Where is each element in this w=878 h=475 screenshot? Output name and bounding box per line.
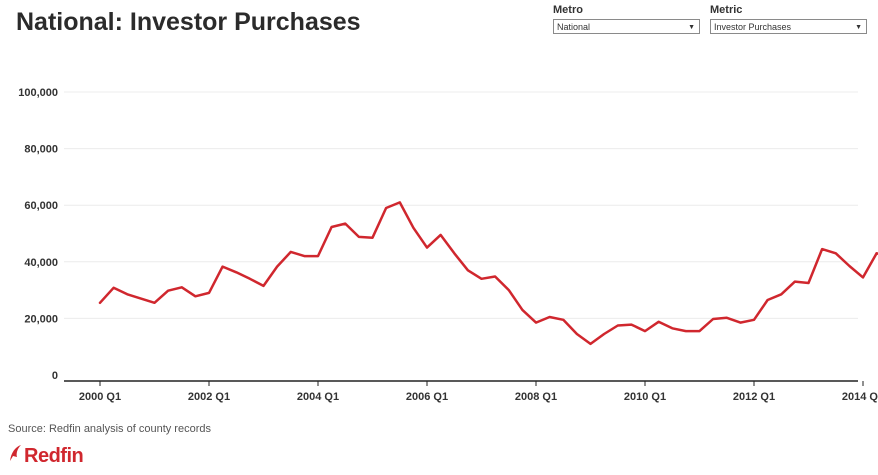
metric-select-value: Investor Purchases (714, 22, 792, 32)
x-tick-label: 2014 Q1 (842, 391, 878, 403)
metric-select[interactable]: Investor Purchases ▼ (710, 19, 867, 34)
chevron-down-icon: ▼ (688, 24, 695, 31)
gridlines (64, 91, 858, 319)
page-title: National: Investor Purchases (16, 8, 361, 36)
x-tick-label: 2006 Q1 (406, 391, 448, 403)
x-tick-label: 2012 Q1 (733, 391, 775, 403)
metro-select-value: National (557, 22, 591, 32)
x-tick-label: 2000 Q1 (79, 391, 121, 403)
x-axis: 2000 Q1 2002 Q1 2004 Q1 2006 Q1 2008 Q1 2010 … (64, 380, 878, 403)
series-layer (98, 201, 878, 346)
y-tick-label: 20,000 (24, 313, 58, 325)
x-tick-label: 2004 Q1 (297, 391, 339, 403)
x-tick-label: 2008 Q1 (515, 391, 557, 403)
source-note: Source: Redfin analysis of county record… (8, 423, 211, 435)
investor-purchases-line-chart: WHO declares COVID-19 a pandemic 020,000… (18, 87, 878, 403)
y-tick-label: 100,000 (18, 87, 58, 99)
metric-filter-label: Metric (710, 4, 743, 16)
x-tick-label: 2002 Q1 (188, 391, 230, 403)
metro-filter: Metro National ▼ (553, 4, 700, 34)
redfin-logo-icon (8, 444, 22, 468)
metric-filter: Metric Investor Purchases ▼ (710, 4, 867, 34)
y-tick-label: 60,000 (24, 200, 58, 212)
metro-filter-label: Metro (553, 4, 583, 16)
redfin-logo: Redfin (8, 444, 84, 468)
y-axis: 0 20,000 40,000 60,000 80,000 100,000 (18, 87, 58, 382)
metro-select[interactable]: National ▼ (553, 19, 700, 34)
redfin-logo-text: Redfin (24, 444, 84, 467)
series-line (98, 201, 878, 346)
y-tick-label: 40,000 (24, 257, 58, 269)
x-tick-label: 2010 Q1 (624, 391, 666, 403)
y-tick-label: 80,000 (24, 144, 58, 156)
y-tick-label: 0 (52, 370, 58, 382)
chevron-down-icon: ▼ (855, 24, 862, 31)
